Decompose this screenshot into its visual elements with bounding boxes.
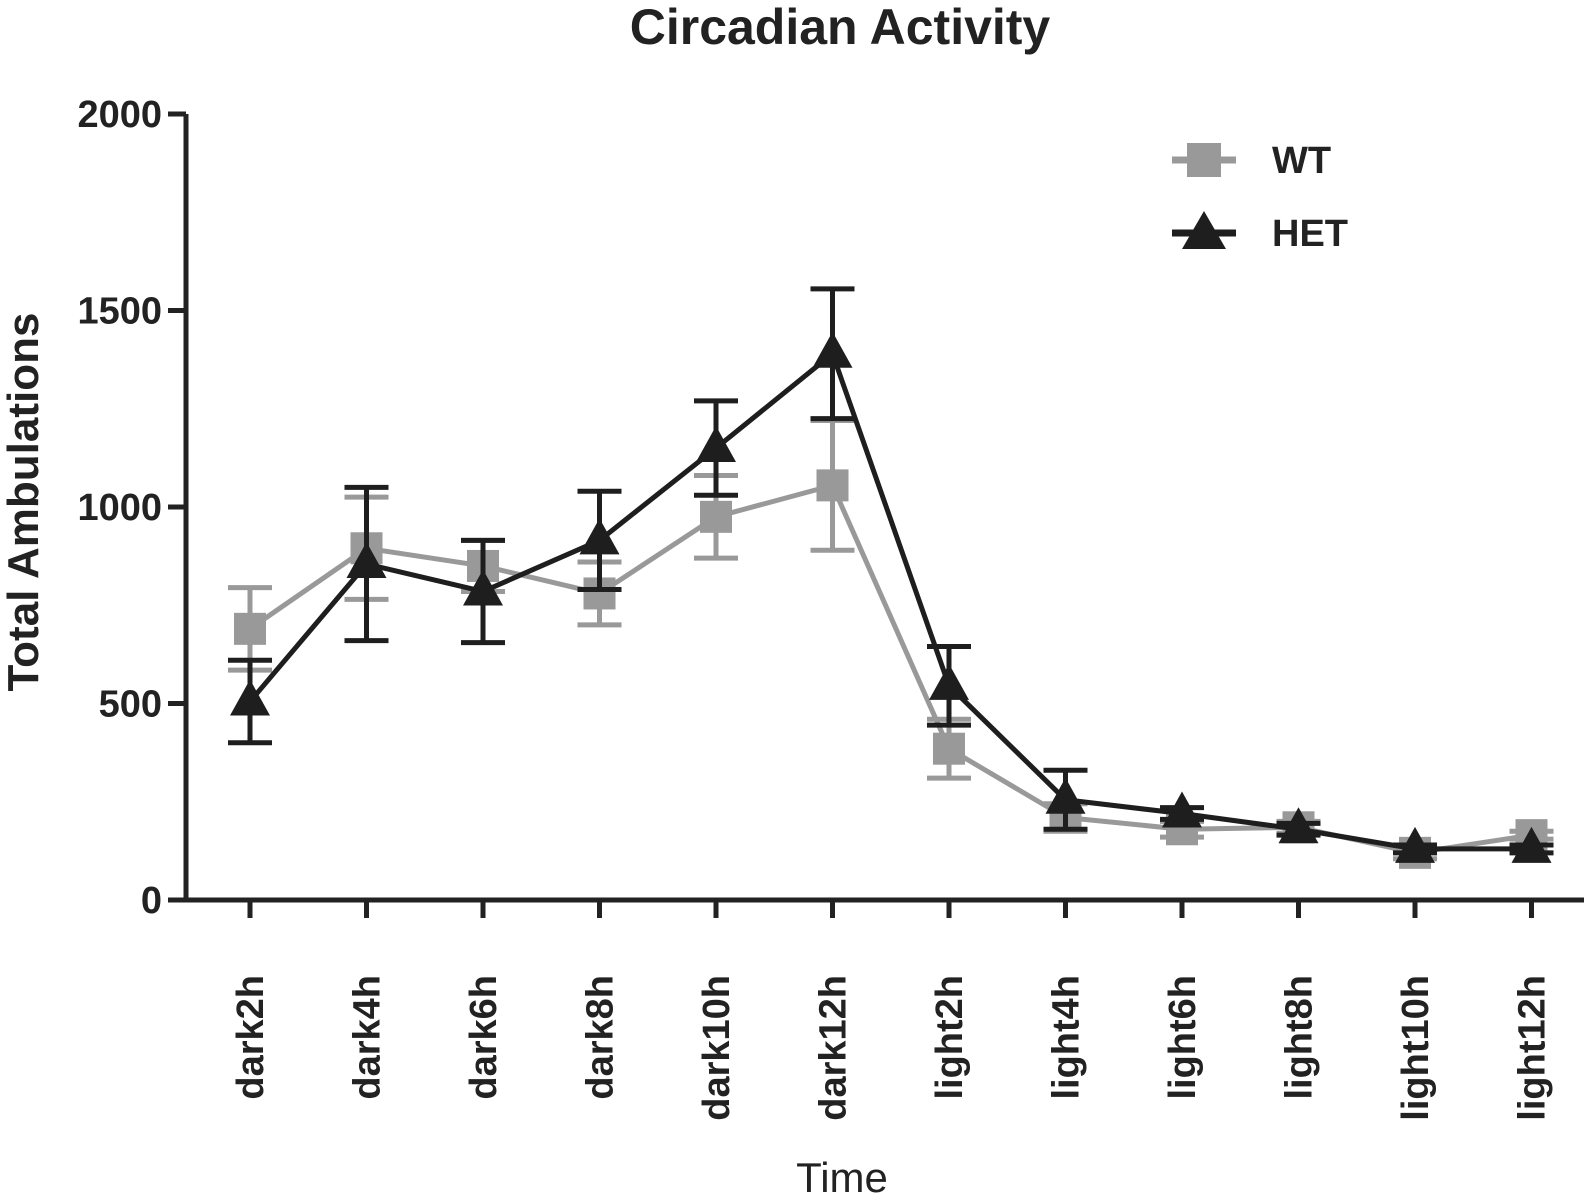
y-tick-label: 1500 [77, 291, 162, 333]
legend-marker-square [1187, 143, 1221, 177]
data-point-triangle [346, 541, 387, 578]
y-axis-label: Total Ambulations [0, 313, 48, 692]
x-tick-label: dark6h [463, 975, 505, 1100]
x-tick-label: light2h [929, 975, 971, 1100]
y-tick-label: 500 [99, 684, 162, 726]
data-point-triangle [1045, 777, 1086, 814]
x-tick-label: light4h [1046, 975, 1088, 1100]
x-tick-label: dark4h [347, 975, 389, 1100]
data-point-triangle [579, 518, 620, 555]
series-line-wt [248, 482, 1532, 856]
data-point-square [816, 469, 849, 502]
legend: WT HET [1172, 140, 1348, 255]
series-line-het [248, 351, 1532, 852]
x-tick-label: light6h [1162, 975, 1204, 1100]
x-tick-label: dark12h [813, 975, 855, 1121]
data-point-square [933, 732, 965, 765]
x-tick-label: light8h [1279, 975, 1321, 1100]
y-tick-label: 2000 [77, 94, 162, 136]
data-point-square [234, 612, 266, 645]
chart-title: Circadian Activity [630, 0, 1051, 55]
data-point-triangle [1162, 791, 1202, 828]
data-point-triangle [1511, 826, 1552, 863]
x-tick-label: light12h [1512, 975, 1554, 1121]
legend-label-wt: WT [1272, 140, 1331, 182]
data-point-triangle [1395, 826, 1435, 863]
legend-label-het: HET [1272, 213, 1348, 255]
data-point-square [700, 500, 732, 533]
data-point-triangle [463, 569, 503, 606]
x-tick-label: dark8h [580, 975, 622, 1100]
y-tick-label: 0 [141, 880, 162, 922]
data-point-triangle [696, 426, 736, 463]
x-tick-label: dark2h [230, 975, 272, 1100]
x-tick-label: light10h [1395, 975, 1437, 1121]
data-point-triangle [929, 663, 969, 700]
x-axis-label: Time [796, 1154, 888, 1199]
legend-marker-triangle [1182, 211, 1226, 249]
series-wt [228, 418, 1554, 869]
data-point-triangle [812, 331, 853, 368]
x-tick-label: dark10h [696, 975, 738, 1121]
data-point-triangle [1278, 807, 1319, 844]
data-point-triangle [230, 679, 270, 716]
series-het [228, 286, 1554, 863]
y-tick-label: 1000 [77, 487, 162, 529]
